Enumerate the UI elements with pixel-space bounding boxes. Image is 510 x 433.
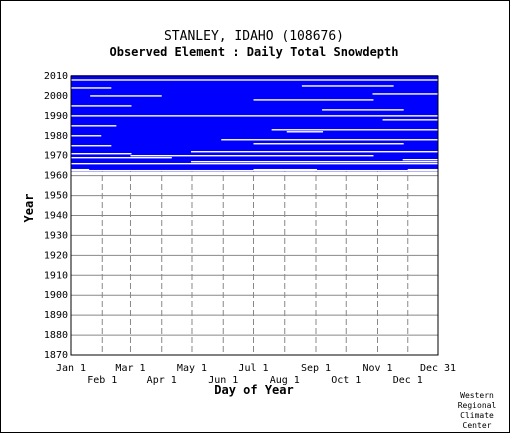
- x-tick-label: Aug 1: [270, 375, 300, 386]
- x-tick-label: Oct 1: [331, 375, 361, 386]
- credit-line: Climate: [460, 411, 494, 420]
- missing-data-band: [271, 129, 440, 131]
- x-tick-label: Mar 1: [115, 363, 145, 374]
- missing-data-band: [71, 157, 172, 159]
- y-tick-label: 1900: [44, 290, 68, 301]
- x-tick-label: Jan 1: [56, 363, 86, 374]
- missing-data-band: [90, 95, 162, 97]
- chart-title: STANLEY, IDAHO (108676): [164, 29, 344, 44]
- y-tick-label: 1980: [44, 131, 68, 142]
- y-tick-label: 1870: [44, 350, 68, 361]
- missing-data-band: [253, 99, 374, 101]
- y-tick-label: 1990: [44, 111, 68, 122]
- credit-line: Regional: [458, 401, 497, 410]
- missing-data-band: [71, 169, 440, 172]
- missing-data-band: [71, 162, 440, 165]
- y-tick-label: 1960: [44, 171, 68, 182]
- x-tick-label: Nov 1: [362, 363, 392, 374]
- y-tick-label: 1910: [44, 270, 68, 281]
- missing-data-band: [221, 139, 440, 141]
- y-tick-label: 1920: [44, 250, 68, 261]
- x-tick-label: Jul 1: [238, 363, 268, 374]
- missing-data-band: [130, 155, 374, 157]
- x-tick-label: Dec 1: [393, 375, 423, 386]
- x-tick-label: Jun 1: [208, 375, 238, 386]
- missing-data-band: [253, 168, 318, 171]
- missing-data-band: [190, 151, 440, 153]
- y-tick-label: 2010: [44, 71, 68, 82]
- y-tick-label: 1950: [44, 191, 68, 202]
- missing-data-band: [71, 153, 132, 155]
- y-tick-label: 1970: [44, 151, 68, 162]
- chart-subtitle: Observed Element : Daily Total Snowdepth: [110, 45, 399, 59]
- missing-data-band: [71, 115, 440, 117]
- y-axis-label: Year: [22, 194, 36, 223]
- credit-line: Center: [463, 421, 492, 430]
- missing-data-band: [190, 160, 440, 163]
- missing-data-band: [71, 105, 132, 107]
- missing-data-band: [301, 85, 394, 87]
- x-tick-label: Feb 1: [87, 375, 117, 386]
- x-tick-label: Sep 1: [301, 363, 331, 374]
- missing-data-band: [402, 159, 440, 161]
- missing-data-band: [71, 125, 117, 127]
- credit-line: Western: [460, 391, 494, 400]
- y-tick-label: 1930: [44, 230, 68, 241]
- missing-data-band: [322, 109, 404, 111]
- missing-data-band: [71, 135, 102, 137]
- x-tick-labels: Jan 1 Mar 1 May 1 Jul 1 Sep 1 Nov 1 Dec 31 Feb …: [56, 363, 456, 386]
- missing-data-band: [382, 119, 440, 121]
- missing-data-band: [71, 145, 112, 147]
- missing-data-band: [286, 131, 324, 133]
- x-tick-label: May 1: [177, 363, 207, 374]
- missing-data-band: [71, 87, 112, 89]
- y-tick-label: 1890: [44, 310, 68, 321]
- y-tick-label: 2000: [44, 91, 68, 102]
- y-tick-label: 1880: [44, 330, 68, 341]
- plot-border: [70, 75, 439, 356]
- missing-data-band: [253, 143, 404, 145]
- missing-data-band: [372, 93, 440, 95]
- missing-data-band: [71, 168, 90, 171]
- x-tick-label: Apr 1: [147, 375, 177, 386]
- plot-area: [70, 75, 440, 356]
- missing-data-band: [407, 168, 440, 171]
- x-tick-label: Dec 31: [420, 363, 456, 374]
- y-tick-labels: 2010 2000 1990 1980 1970 1960 1950 1940 1930 1920…: [44, 71, 68, 361]
- y-tick-label: 1940: [44, 211, 68, 222]
- missing-data-band: [71, 79, 440, 81]
- x-axis-label: Day of Year: [214, 383, 293, 397]
